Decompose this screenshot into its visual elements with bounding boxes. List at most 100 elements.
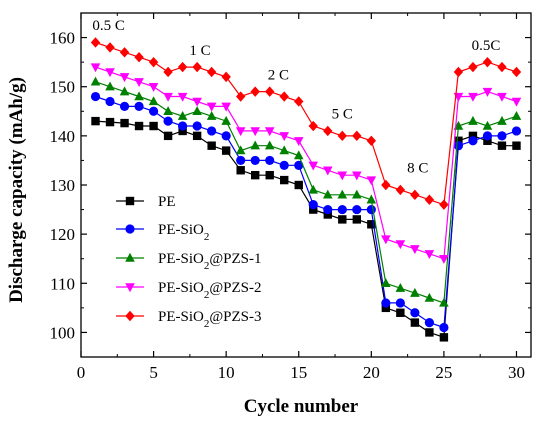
data-point xyxy=(337,130,347,142)
data-point xyxy=(410,308,420,318)
data-point xyxy=(482,87,493,97)
x-axis-title: Cycle number xyxy=(244,396,359,417)
legend-marker xyxy=(125,310,135,322)
rate-annotation: 0.5C xyxy=(472,38,501,54)
data-point xyxy=(119,73,130,83)
data-point xyxy=(396,308,405,317)
data-point xyxy=(381,235,391,245)
data-point xyxy=(163,106,173,115)
legend-label: PE-SiO2@PZS-2 xyxy=(158,280,262,301)
data-point xyxy=(323,210,332,219)
legend-label: PE-SiO2 xyxy=(158,222,209,243)
data-point xyxy=(119,47,130,58)
data-point xyxy=(468,115,478,125)
data-point xyxy=(221,131,231,141)
x-tick-label: 20 xyxy=(363,363,380,382)
series-5 xyxy=(90,37,522,210)
data-point xyxy=(221,102,231,112)
data-point xyxy=(235,145,246,155)
y-tick-label: 100 xyxy=(50,323,76,342)
data-point xyxy=(293,137,304,146)
x-tick-label: 10 xyxy=(218,363,235,382)
data-point xyxy=(105,42,115,53)
data-point xyxy=(352,215,362,224)
data-point xyxy=(177,61,188,73)
data-point xyxy=(279,145,290,155)
data-point xyxy=(366,135,377,146)
data-point xyxy=(148,83,159,92)
rate-annotation: 0.5 C xyxy=(92,18,125,34)
data-point xyxy=(337,204,347,215)
data-point xyxy=(410,245,420,255)
data-point xyxy=(221,115,231,125)
data-point xyxy=(207,141,216,150)
data-point xyxy=(468,131,478,141)
data-point xyxy=(337,189,348,199)
data-point xyxy=(395,283,406,292)
data-point xyxy=(308,200,318,210)
data-point xyxy=(497,131,507,141)
data-point xyxy=(439,199,449,210)
data-point xyxy=(206,102,217,112)
data-point xyxy=(511,111,522,120)
data-point xyxy=(309,205,318,214)
data-point xyxy=(235,91,246,102)
data-point xyxy=(192,61,202,73)
legend-entry: PE-SiO2@PZS-2 xyxy=(116,280,262,301)
data-point xyxy=(352,189,362,199)
data-point xyxy=(105,68,115,78)
data-point xyxy=(265,155,275,166)
data-point xyxy=(120,118,129,128)
data-point xyxy=(148,96,159,106)
data-point xyxy=(323,125,333,137)
data-point xyxy=(497,115,507,125)
data-point xyxy=(250,155,260,166)
data-point xyxy=(308,161,319,171)
data-point xyxy=(91,116,100,126)
data-point xyxy=(177,111,188,120)
data-point xyxy=(439,322,449,333)
data-point xyxy=(308,120,318,132)
data-point xyxy=(90,37,101,48)
data-point xyxy=(90,91,101,102)
data-point xyxy=(308,184,319,194)
series-4 xyxy=(90,63,522,264)
data-point xyxy=(265,170,274,180)
data-point xyxy=(163,66,173,78)
data-point xyxy=(337,171,348,181)
data-point xyxy=(149,121,158,131)
data-point xyxy=(294,96,304,107)
data-point xyxy=(280,175,289,185)
data-point xyxy=(265,86,275,97)
x-tick-label: 30 xyxy=(508,363,525,382)
data-point xyxy=(512,141,521,150)
data-point xyxy=(163,116,173,126)
data-point xyxy=(119,101,130,111)
data-point xyxy=(322,189,333,199)
data-point xyxy=(192,131,202,141)
data-point xyxy=(250,127,260,137)
x-tick-label: 25 xyxy=(435,363,452,382)
data-point xyxy=(294,180,303,190)
y-tick-label: 150 xyxy=(50,78,76,97)
data-point xyxy=(410,287,420,297)
legend-label: PE xyxy=(158,194,176,210)
data-point xyxy=(119,86,130,96)
data-point xyxy=(90,76,101,86)
data-point xyxy=(178,121,188,131)
legend: PE PE-SiO2 PE-SiO2@PZS-1 PE-SiO2@PZS-2 PE-Si… xyxy=(116,194,262,330)
legend-entry: PE-SiO2 xyxy=(116,222,209,243)
data-point xyxy=(497,141,507,150)
data-point xyxy=(236,155,246,166)
series-3 xyxy=(90,76,522,307)
data-point xyxy=(206,66,217,78)
data-point xyxy=(293,150,304,160)
data-point xyxy=(250,170,260,180)
data-point xyxy=(482,131,493,141)
data-point xyxy=(279,91,289,102)
data-point xyxy=(90,63,101,73)
rate-annotation: 1 C xyxy=(189,43,210,59)
data-point xyxy=(424,250,435,259)
data-point xyxy=(381,278,391,287)
